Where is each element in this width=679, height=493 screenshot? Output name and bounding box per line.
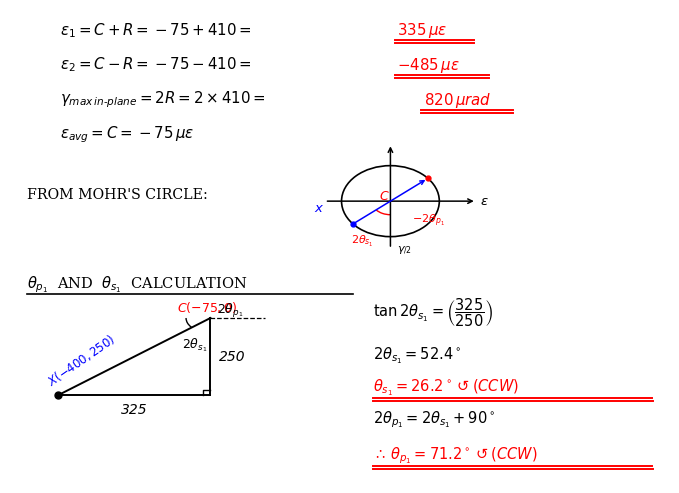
Text: $X(-400,250)$: $X(-400,250)$	[45, 331, 118, 389]
Text: $\therefore\,\theta_{p_1} = 71.2^\circ\circlearrowleft(CCW)$: $\therefore\,\theta_{p_1} = 71.2^\circ\c…	[373, 446, 538, 466]
Text: $\varepsilon_2 = C-R = -75-410 = $: $\varepsilon_2 = C-R = -75-410 = $	[60, 56, 252, 74]
Text: FROM MOHR'S CIRCLE:: FROM MOHR'S CIRCLE:	[27, 188, 208, 202]
Text: $820\,\mu rad$: $820\,\mu rad$	[424, 91, 492, 109]
Text: $\theta_{p_1}$  AND  $\theta_{s_1}$  CALCULATION: $\theta_{p_1}$ AND $\theta_{s_1}$ CALCUL…	[27, 275, 247, 295]
Text: C: C	[380, 190, 388, 203]
Text: $\tan 2\theta_{s_1} = \left(\dfrac{325}{250}\right)$: $\tan 2\theta_{s_1} = \left(\dfrac{325}{…	[373, 297, 494, 329]
Text: $2\theta_{s_1}$: $2\theta_{s_1}$	[182, 336, 208, 354]
Text: x: x	[314, 202, 323, 215]
Text: $\varepsilon_{avg} = C = -75\,\mu\varepsilon$: $\varepsilon_{avg} = C = -75\,\mu\vareps…	[60, 125, 194, 145]
Text: $2\theta_{p_1} = 2\theta_{s_1}+90^\circ$: $2\theta_{p_1} = 2\theta_{s_1}+90^\circ$	[373, 410, 496, 430]
Text: $-2\theta_{p_1}$: $-2\theta_{p_1}$	[412, 212, 445, 229]
Text: $\gamma_{max\,in\text{-}plane} = 2R = 2\times410 = $: $\gamma_{max\,in\text{-}plane} = 2R = 2\…	[60, 90, 265, 110]
Text: $\varepsilon_1 = C+R = -75+410 = $: $\varepsilon_1 = C+R = -75+410 = $	[60, 21, 252, 40]
Text: 325: 325	[121, 403, 147, 417]
Text: $2\theta_{s_1} = 52.4^\circ$: $2\theta_{s_1} = 52.4^\circ$	[373, 346, 462, 366]
Text: $-485\,\mu\varepsilon$: $-485\,\mu\varepsilon$	[397, 56, 460, 74]
Text: 250: 250	[219, 350, 246, 364]
Text: $\theta_{s_1} = 26.2^\circ\circlearrowleft(CCW)$: $\theta_{s_1} = 26.2^\circ\circlearrowle…	[373, 378, 519, 398]
Text: $C(-75,0)$: $C(-75,0)$	[177, 300, 237, 315]
Text: $335\,\mu\varepsilon$: $335\,\mu\varepsilon$	[397, 21, 447, 40]
Text: $2\theta_{s_1}$: $2\theta_{s_1}$	[351, 234, 374, 249]
Text: $2\theta_{p_1}$: $2\theta_{p_1}$	[217, 302, 244, 320]
Text: $\varepsilon$: $\varepsilon$	[480, 195, 489, 208]
Text: $\gamma_{/2}$: $\gamma_{/2}$	[397, 246, 412, 257]
